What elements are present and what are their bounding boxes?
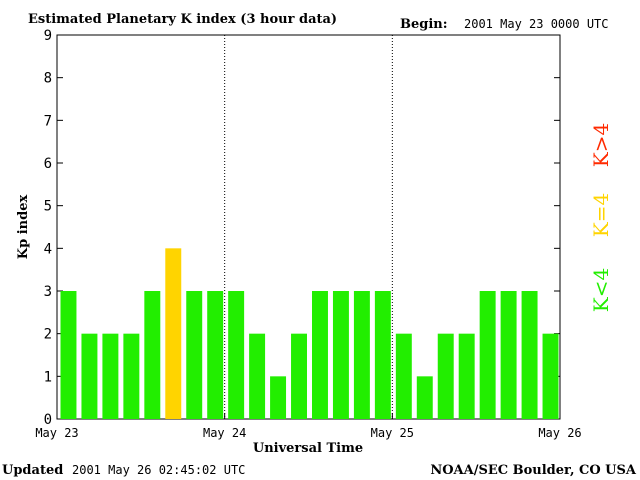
plot-frame — [56, 34, 561, 420]
kp-bar — [332, 291, 349, 419]
y-tick-label: 2 — [44, 327, 52, 343]
updated-label: Updated — [2, 463, 63, 478]
y-tick-label: 6 — [44, 156, 52, 172]
kp-bar — [500, 291, 517, 419]
y-tick-label: 8 — [44, 71, 52, 87]
kp-bar — [249, 333, 266, 419]
x-tick-label: May 24 — [203, 426, 246, 440]
kp-bar — [123, 333, 140, 419]
begin-label: Begin: — [400, 17, 448, 32]
kp-bar — [81, 333, 98, 419]
kp-bar — [353, 291, 370, 419]
legend-item: K<4 — [589, 268, 613, 312]
updated-value: 2001 May 26 02:45:02 UTC — [72, 463, 245, 477]
y-tick-label: 5 — [44, 199, 52, 215]
kp-bar — [437, 333, 454, 419]
kp-bar — [395, 333, 412, 419]
kp-bar — [458, 333, 475, 419]
kp-bar — [102, 333, 119, 419]
kp-bar — [521, 291, 538, 419]
kp-bar — [60, 291, 77, 419]
x-tick-label: May 23 — [35, 426, 78, 440]
kp-bar — [270, 376, 287, 419]
y-tick-label: 0 — [44, 412, 52, 428]
y-axis-label: Kp index — [16, 195, 31, 260]
y-tick-label: 3 — [44, 284, 52, 300]
kp-bar — [207, 291, 224, 419]
y-tick-label: 7 — [44, 113, 52, 129]
chart-title: Estimated Planetary K index (3 hour data… — [28, 12, 337, 27]
y-tick-label: 9 — [44, 28, 52, 44]
kp-bar — [542, 333, 559, 419]
kp-bar — [479, 291, 496, 419]
legend: K>4 K=4 K<4 — [589, 123, 613, 312]
begin-value: 2001 May 23 0000 UTC — [464, 17, 609, 31]
kp-bar — [416, 376, 433, 419]
kp-bar — [186, 291, 203, 419]
y-tick-label: 4 — [44, 241, 52, 257]
x-tick-label: May 26 — [538, 426, 581, 440]
plot-area: 0 1 2 3 4 5 6 7 8 9 May 23 May 24 May 25 May 26 — [35, 28, 581, 440]
kp-bar — [312, 291, 328, 419]
y-tick-label: 1 — [44, 369, 52, 385]
kp-bar — [374, 291, 391, 419]
kp-bar — [291, 333, 307, 419]
x-tick-label: May 25 — [371, 426, 414, 440]
kp-bar — [144, 291, 161, 419]
legend-item: K=4 — [589, 193, 613, 237]
legend-item: K>4 — [589, 123, 613, 167]
x-axis-label: Universal Time — [253, 441, 363, 456]
source-credit: NOAA/SEC Boulder, CO USA — [430, 463, 637, 478]
kp-bar — [165, 248, 182, 419]
kp-bar — [228, 291, 245, 419]
